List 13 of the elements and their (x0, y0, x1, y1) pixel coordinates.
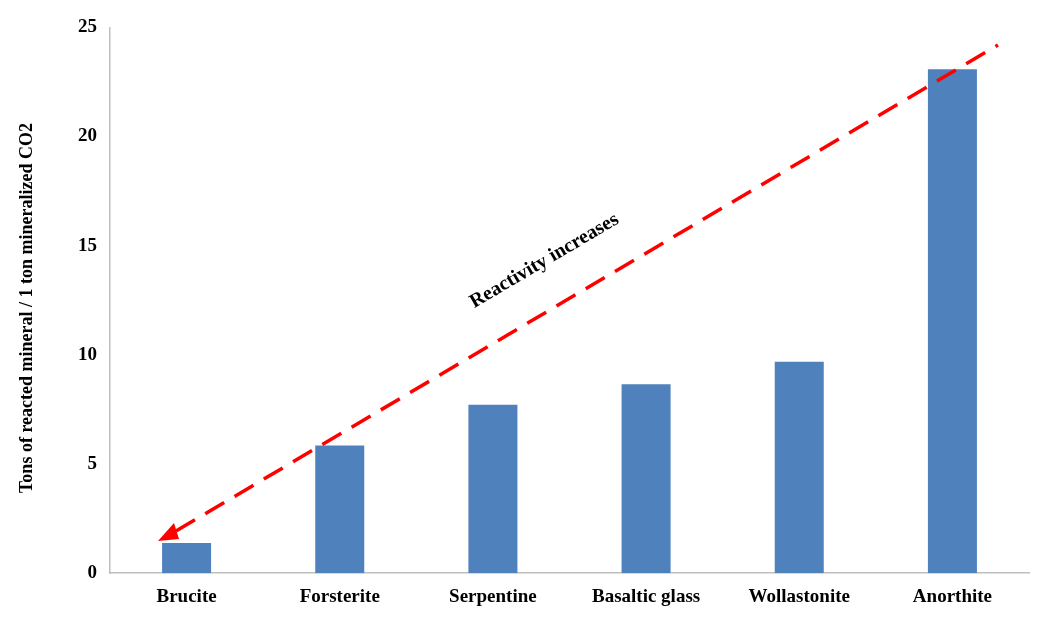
y-tick-label: 15 (78, 233, 97, 255)
y-axis-title: Tons of reacted mineral / 1 ton mineralized CO2 (15, 122, 37, 495)
x-tick-label: Anorthite (912, 584, 992, 606)
x-tick-label: Brucite (156, 584, 217, 606)
y-tick-label: 0 (87, 561, 97, 583)
y-tick-label: 20 (78, 124, 97, 146)
y-tick-label: 5 (87, 451, 97, 473)
y-tick-label: 25 (78, 15, 97, 37)
x-tick-label: Basaltic glass (591, 584, 701, 606)
x-tick-label: Serpentine (449, 584, 537, 606)
x-tick-label: Forsterite (299, 584, 380, 606)
x-tick-label: Wollastonite (748, 584, 850, 606)
y-tick-label: 10 (78, 342, 97, 364)
